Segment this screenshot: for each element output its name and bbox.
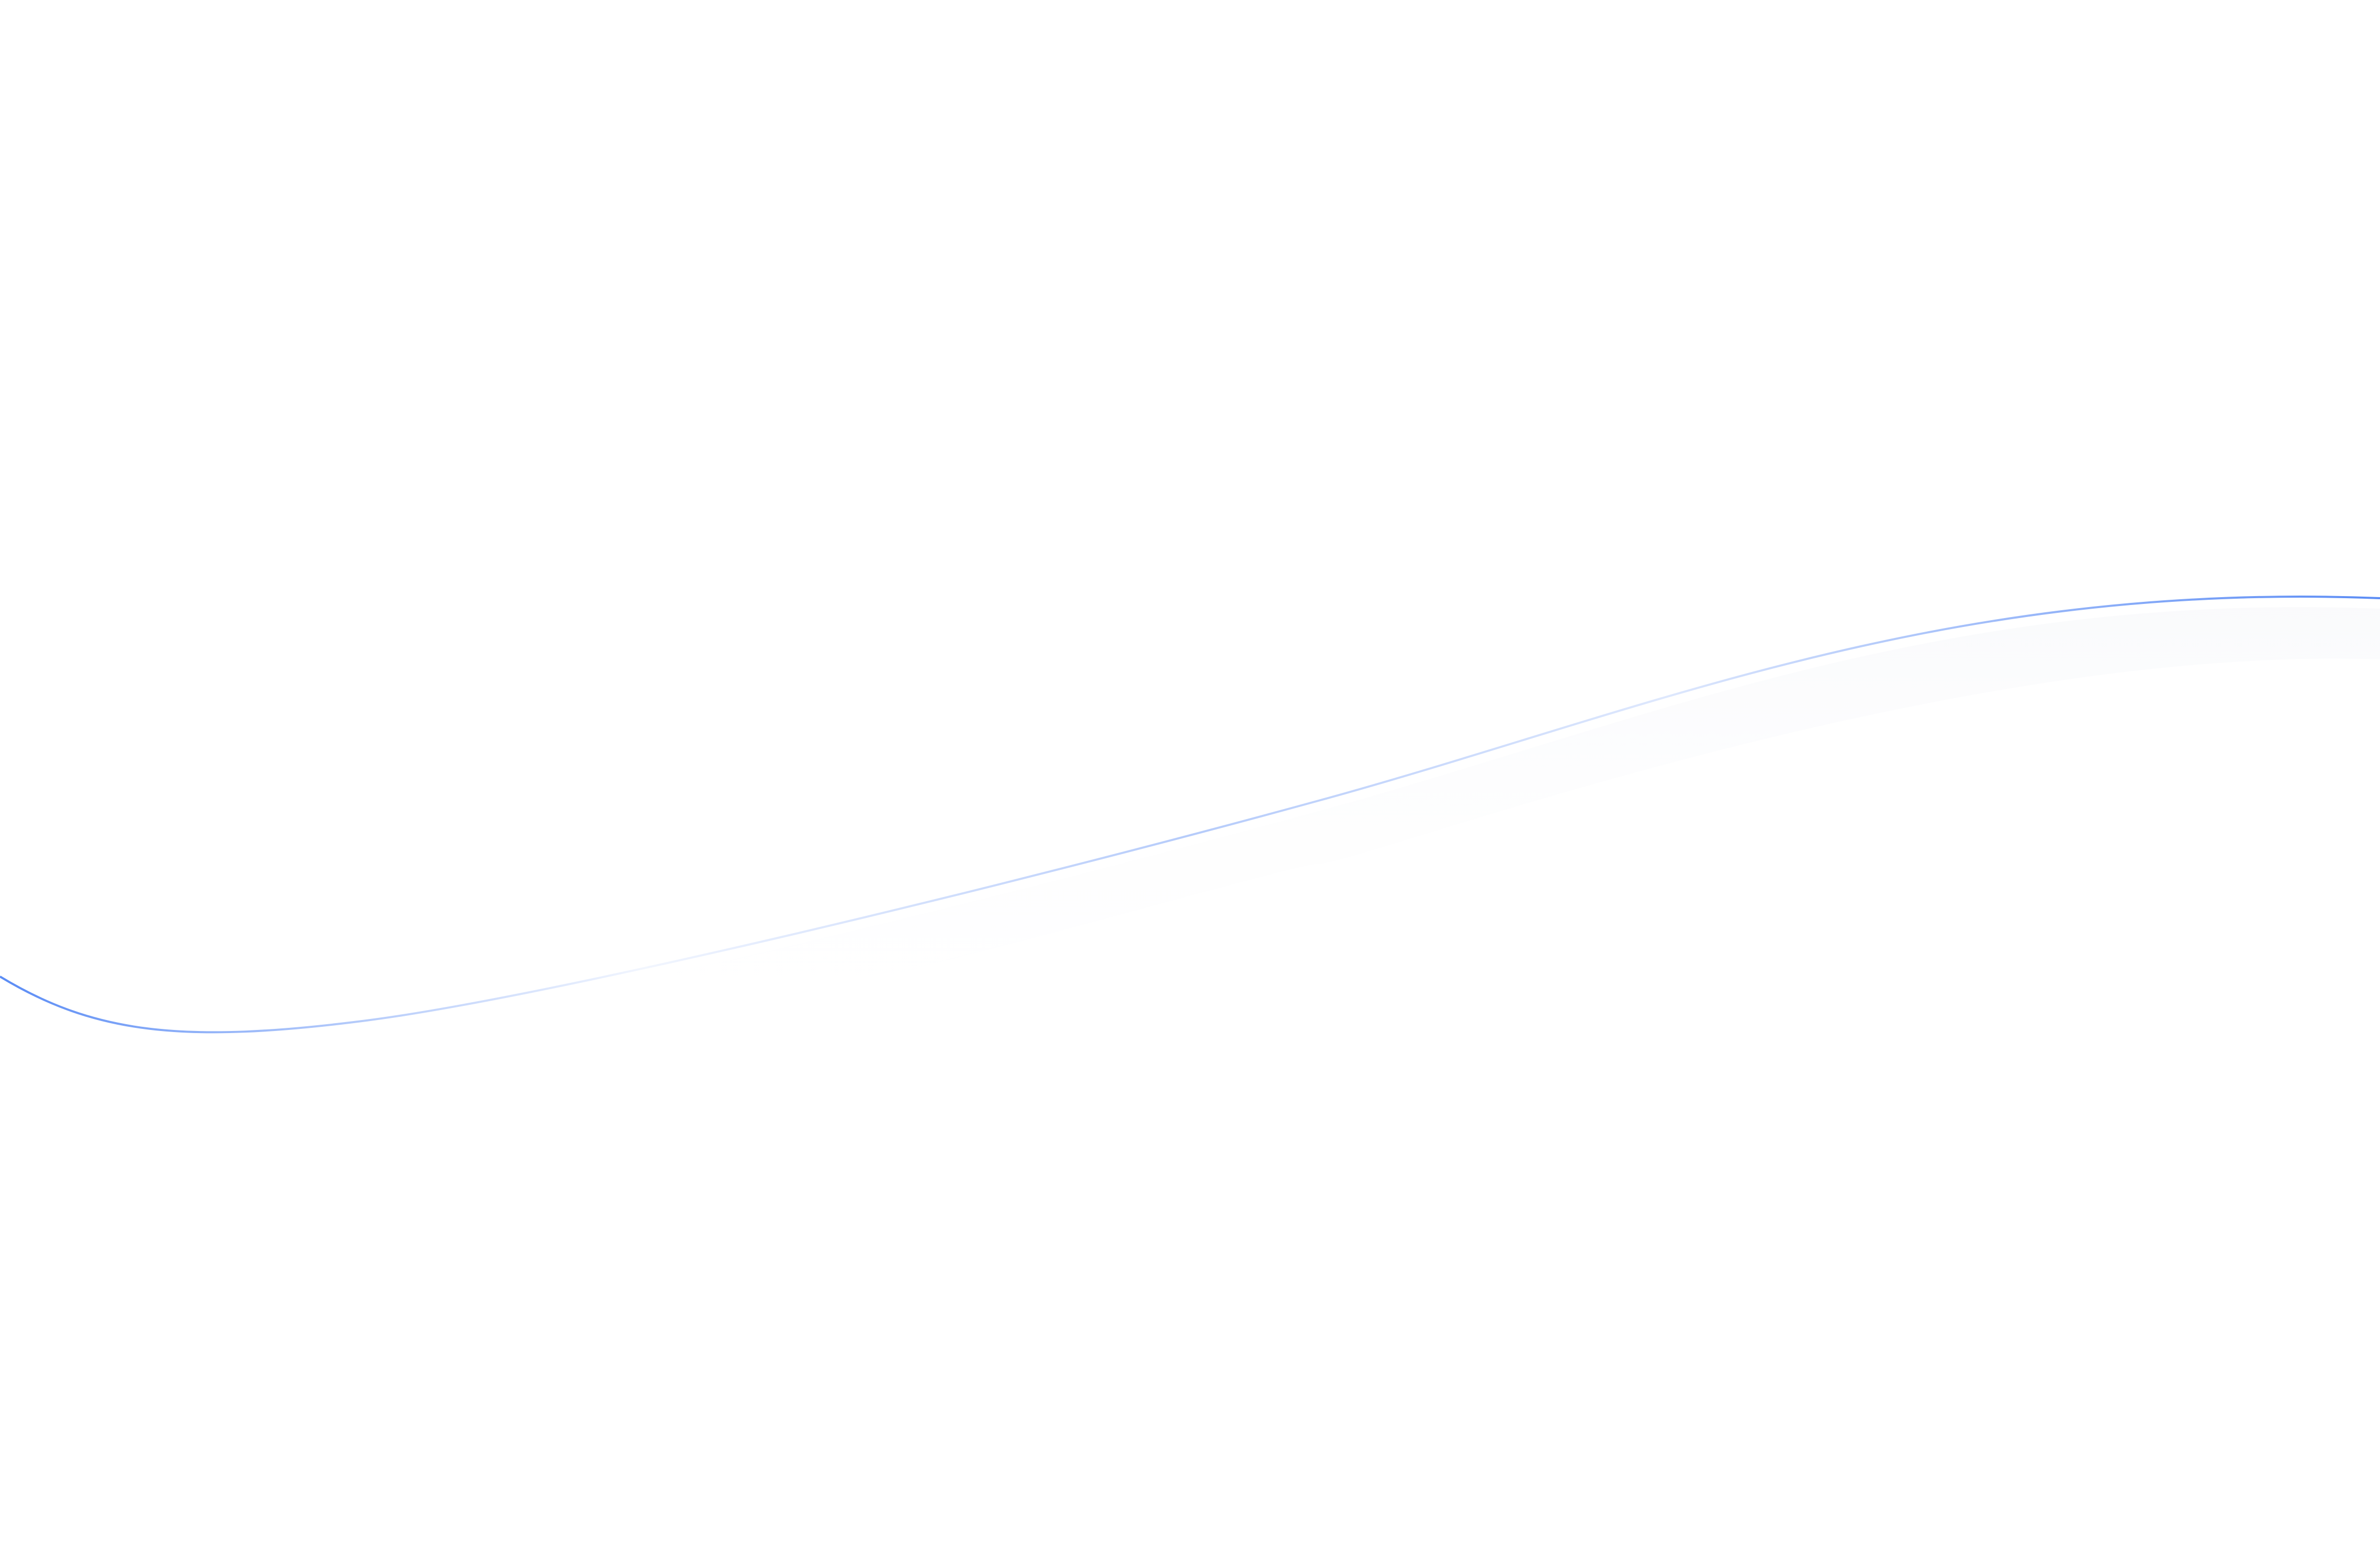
wave-shadow bbox=[0, 607, 2380, 1089]
decorative-wave-line bbox=[0, 596, 2380, 1034]
